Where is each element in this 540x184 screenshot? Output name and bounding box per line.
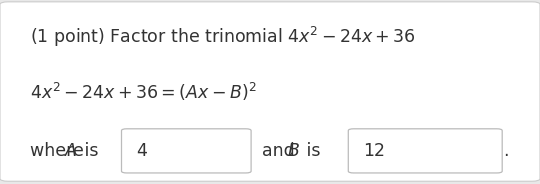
Text: is: is <box>79 142 98 160</box>
Text: $A$: $A$ <box>64 142 77 160</box>
Text: 4: 4 <box>137 142 147 160</box>
FancyBboxPatch shape <box>122 129 251 173</box>
Text: $4x^2 - 24x + 36 = (Ax - B)^2$: $4x^2 - 24x + 36 = (Ax - B)^2$ <box>30 81 256 103</box>
Text: $B$: $B$ <box>287 142 300 160</box>
Text: 12: 12 <box>363 142 386 160</box>
Text: .: . <box>503 142 509 160</box>
Text: is: is <box>301 142 321 160</box>
Text: (1 point) Factor the trinomial $4x^2 - 24x + 36$: (1 point) Factor the trinomial $4x^2 - 2… <box>30 25 416 49</box>
FancyBboxPatch shape <box>0 2 540 181</box>
Text: and: and <box>262 142 300 160</box>
FancyBboxPatch shape <box>348 129 502 173</box>
Text: where: where <box>30 142 89 160</box>
